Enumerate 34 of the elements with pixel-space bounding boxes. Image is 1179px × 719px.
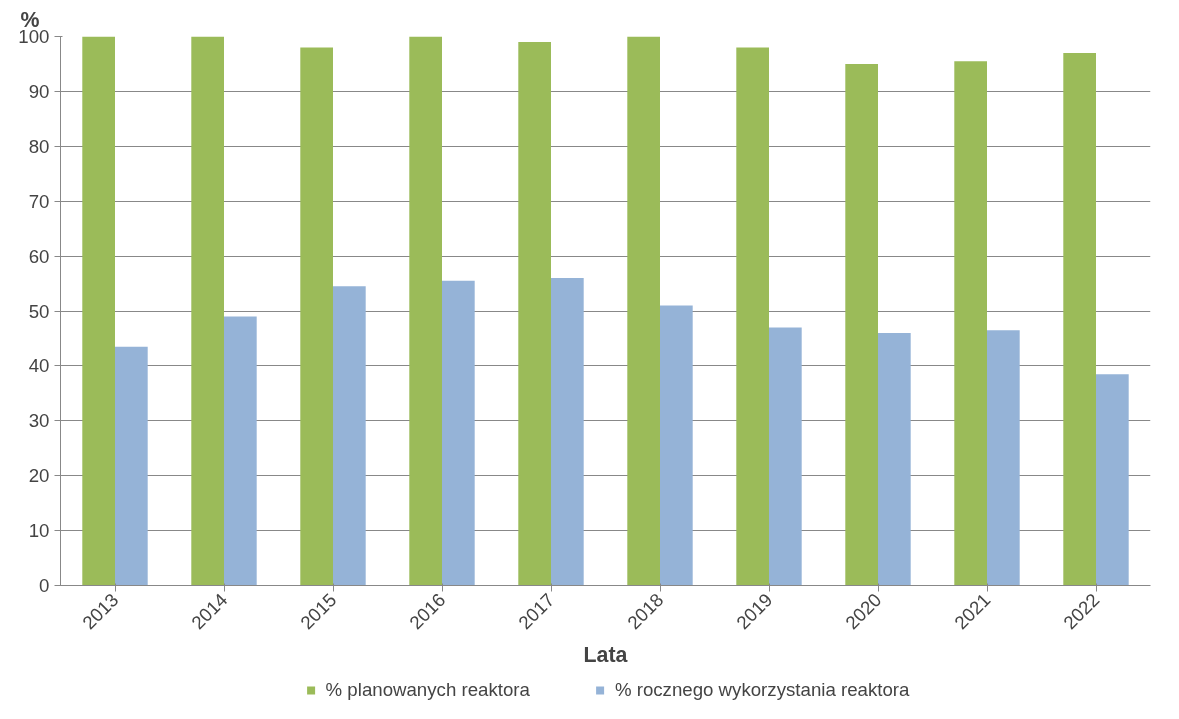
y-tick-label: 0 — [39, 575, 50, 596]
y-tick-label: 50 — [28, 300, 50, 322]
bar — [191, 36, 224, 586]
y-tick-label: 100 — [18, 26, 50, 47]
y-tick-label: 70 — [28, 190, 50, 212]
bar — [333, 286, 366, 586]
y-tick-label: 30 — [28, 410, 50, 432]
bar — [551, 278, 584, 586]
bar — [115, 346, 148, 586]
bar — [224, 316, 257, 586]
bar — [518, 41, 551, 586]
bar — [300, 47, 333, 586]
bar — [442, 280, 475, 586]
bar — [1063, 52, 1096, 586]
y-tick-label: 90 — [28, 80, 50, 102]
y-tick-label: 60 — [28, 245, 50, 267]
bar — [1096, 374, 1129, 586]
x-axis-title: Lata — [583, 643, 628, 668]
bar — [409, 36, 442, 586]
bar — [845, 63, 878, 586]
y-tick-label: 80 — [28, 135, 50, 157]
y-tick-label: 20 — [28, 465, 50, 487]
bar — [736, 47, 769, 586]
bar — [627, 36, 660, 586]
y-tick-label: 40 — [28, 355, 50, 377]
y-tick-label: 10 — [28, 520, 50, 542]
bar — [954, 61, 987, 586]
legend-label: % planowanych reaktora — [325, 679, 530, 701]
bar — [987, 330, 1020, 586]
bar — [878, 332, 911, 586]
bar — [82, 36, 115, 586]
legend-label: % rocznego wykorzystania reaktora — [614, 679, 910, 701]
bar — [769, 327, 802, 586]
bar — [660, 305, 693, 586]
